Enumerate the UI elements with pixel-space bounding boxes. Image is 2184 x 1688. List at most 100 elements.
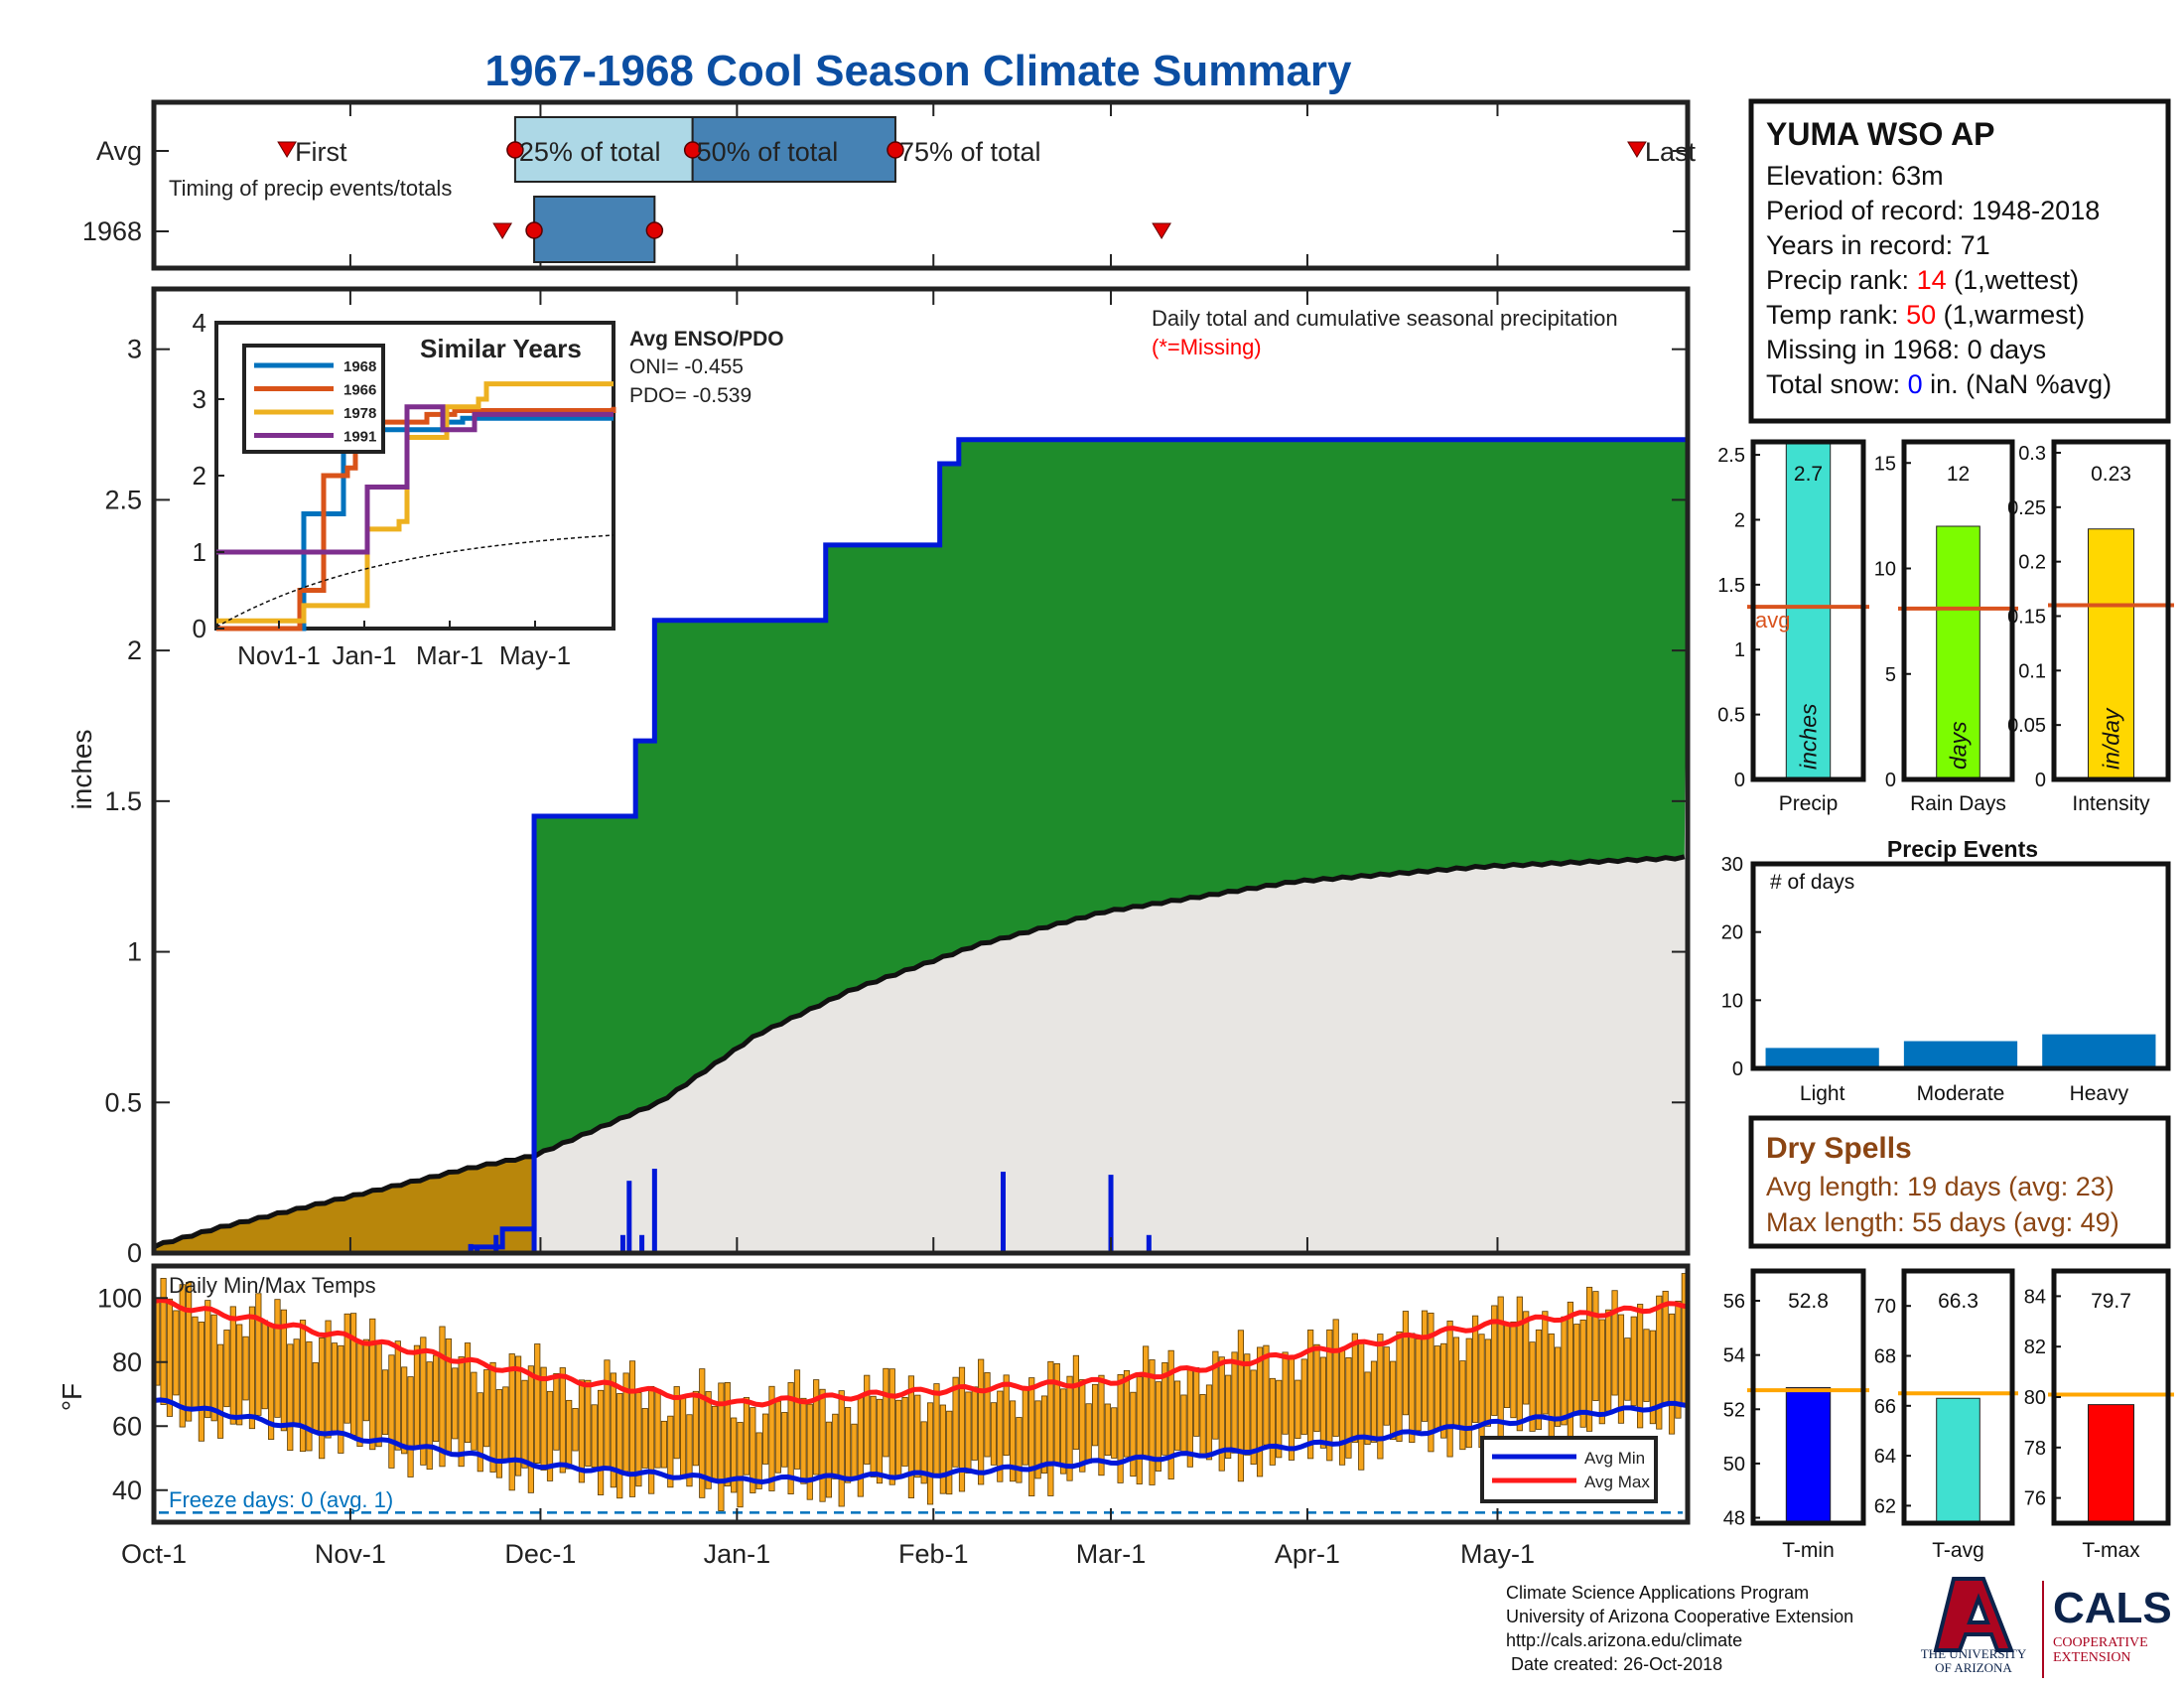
university-of-arizona-logo: THE UNIVERSITY OF ARIZONA: [1921, 1577, 2027, 1675]
temp-summary-ytick-label: 64: [1874, 1446, 1896, 1468]
precip-ytick-label: 0.5: [104, 1087, 142, 1117]
year-first-marker: [492, 222, 513, 239]
daily-precip-bar: [475, 1246, 480, 1253]
daily-temp-bar: [179, 1284, 186, 1428]
timing-row-avg: Avg: [96, 136, 142, 166]
daily-temp-bar: [1149, 1359, 1156, 1485]
daily-temp-bar: [895, 1399, 902, 1477]
footer-line-1: Climate Science Applications Program: [1506, 1583, 1809, 1603]
avg-precip-area: [534, 856, 1688, 1253]
daily-temp-bar: [1130, 1391, 1137, 1477]
daily-temp-bar: [806, 1403, 813, 1500]
daily-temp-bar: [604, 1359, 611, 1471]
daily-precip-bar: [531, 840, 537, 1253]
inset-xtick-label: Jan-1: [332, 640, 396, 670]
daily-temp-bar: [1656, 1295, 1663, 1430]
daily-temp-bar: [229, 1306, 236, 1425]
summary-frame: [2051, 439, 2171, 782]
summary-ytick-label: 0: [2035, 770, 2046, 791]
daily-temp-bar: [1415, 1338, 1422, 1432]
daily-temp-bar: [1662, 1290, 1669, 1407]
daily-temp-bar: [641, 1408, 648, 1469]
daily-temp-bar: [426, 1361, 433, 1471]
daily-temp-bar: [1605, 1309, 1612, 1412]
daily-temp-bar: [1542, 1311, 1549, 1415]
daily-temp-bar: [1338, 1349, 1346, 1466]
daily-precip-bar: [639, 1234, 645, 1253]
summary-ytick-label: 0: [1885, 770, 1896, 791]
daily-temp-bar: [978, 1358, 985, 1485]
inset-ytick-label: 4: [193, 308, 206, 338]
daily-temp-bar: [1295, 1379, 1301, 1440]
temp-summary-value: 79.7: [2091, 1290, 2131, 1313]
daily-temp-bar: [838, 1390, 845, 1507]
temp-summary-ytick-label: 78: [2024, 1438, 2046, 1460]
daily-temp-bar: [566, 1399, 573, 1470]
daily-temp-bar: [1440, 1342, 1447, 1439]
timing-caption: Timing of precip events/totals: [169, 176, 452, 201]
daily-temp-bar: [1585, 1286, 1593, 1432]
summary-ytick-label: 5: [1885, 664, 1896, 686]
summary-bar: [1936, 525, 1980, 780]
summary-ytick-label: 0.5: [1717, 705, 1745, 727]
daily-precip-bar: [1146, 1234, 1152, 1253]
daily-temp-bar: [1276, 1379, 1283, 1459]
daily-temp-bar: [1573, 1324, 1580, 1416]
daily-temp-bar: [1167, 1349, 1174, 1479]
daily-precip-bar: [493, 1234, 499, 1253]
summary-unit: days: [1946, 721, 1972, 770]
summary-ytick-label: 1.5: [1717, 575, 1745, 597]
daily-temp-bar: [540, 1366, 547, 1471]
daily-temp-bar: [1028, 1377, 1035, 1497]
summary-label: Rain Days: [1910, 792, 2006, 815]
x-tick-label: May-1: [1460, 1539, 1535, 1569]
daily-temp-bar: [699, 1368, 706, 1498]
enso-pdo: PDO= -0.539: [629, 384, 751, 407]
inset-legend-label: 1991: [343, 429, 376, 446]
daily-temp-bar: [1332, 1319, 1339, 1437]
daily-temp-bar: [1510, 1321, 1517, 1419]
daily-temp-bar: [343, 1313, 350, 1424]
temp-ylabel: °F: [57, 1383, 87, 1411]
daily-temp-bar: [1503, 1323, 1511, 1409]
events-frame: [1750, 861, 2171, 1071]
enso-oni: ONI= -0.455: [629, 355, 744, 378]
precip-events-panel: Precip Events Light Moderate Heavy0102030 …: [1721, 836, 2171, 1105]
daily-temp-bar: [1244, 1353, 1251, 1456]
daily-temp-bar: [166, 1298, 174, 1417]
daily-temp-bar: [1256, 1346, 1264, 1477]
daily-temp-bar: [1523, 1311, 1530, 1405]
daily-temp-bar: [1643, 1329, 1650, 1402]
daily-temp-bar: [1592, 1291, 1599, 1401]
daily-temp-bar: [965, 1391, 972, 1474]
temp-rank: Temp rank: 50 (1,warmest): [1766, 300, 2085, 330]
pre-season-area: [154, 1156, 535, 1253]
x-tick-label: Oct-1: [121, 1539, 187, 1569]
daily-temp-bar: [813, 1379, 820, 1476]
daily-temp-bar: [1282, 1351, 1289, 1435]
daily-temp-bar: [761, 1413, 769, 1465]
daily-precip-bar: [619, 1234, 625, 1253]
daily-temp-bar: [325, 1320, 332, 1439]
x-tick-label: Dec-1: [504, 1539, 576, 1569]
footer-credits: Climate Science Applications Program Uni…: [1506, 1583, 1853, 1674]
precip-rank: Precip rank: 14 (1,wettest): [1766, 265, 2079, 295]
daily-temp-bar: [471, 1371, 478, 1451]
daily-temp-bar: [692, 1390, 699, 1467]
daily-temp-bar: [242, 1336, 249, 1401]
daily-temp-bar: [610, 1372, 616, 1488]
daily-temp-bar: [1668, 1313, 1676, 1435]
temp-summary-ytick-label: 62: [1874, 1495, 1896, 1517]
daily-temp-bar: [515, 1355, 522, 1477]
temp-legend: [1480, 1436, 1658, 1503]
daily-temp-bar: [413, 1344, 421, 1450]
inset-ytick-label: 1: [193, 537, 206, 567]
daily-temp-bar: [1421, 1310, 1429, 1422]
events-category-label: Moderate: [1917, 1082, 2005, 1105]
daily-temp-bar: [210, 1314, 217, 1422]
daily-temp-bar: [350, 1313, 357, 1436]
daily-temp-bar: [192, 1316, 199, 1412]
daily-temp-bar: [1446, 1320, 1453, 1458]
temp-ytick-label: 80: [112, 1347, 142, 1377]
inset-xtick-label: Mar-1: [416, 640, 483, 670]
